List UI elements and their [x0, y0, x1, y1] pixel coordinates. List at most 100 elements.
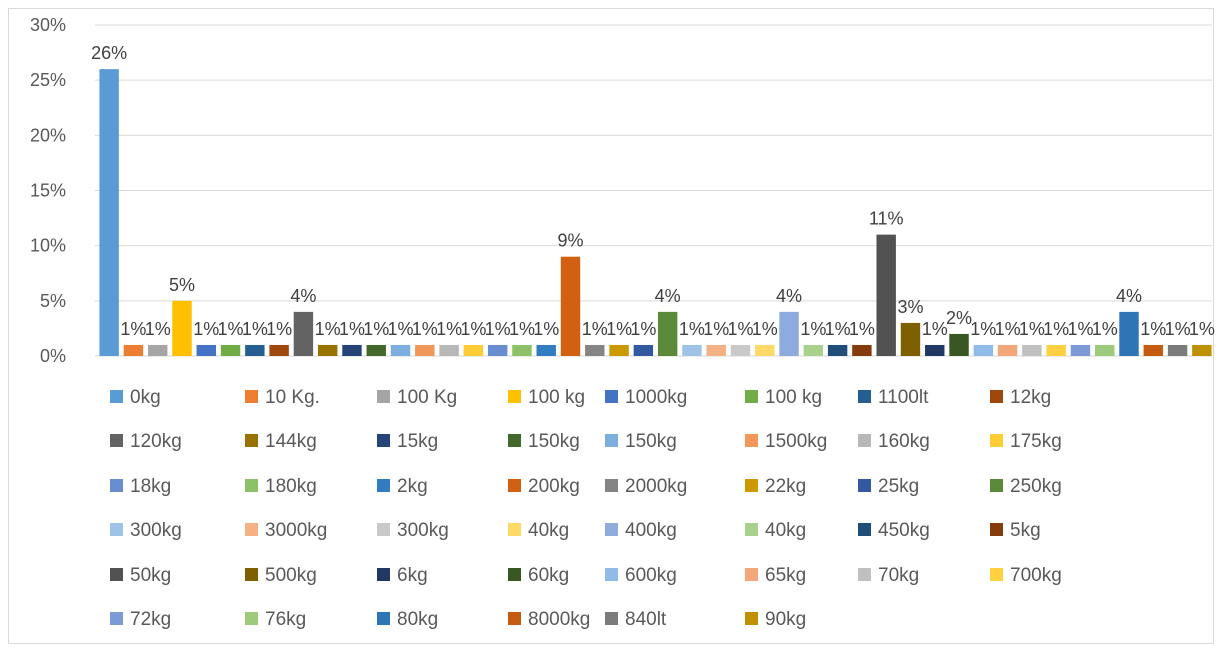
- legend-swatch: [110, 434, 123, 447]
- legend-item: 10 Kg.: [245, 387, 320, 408]
- legend-swatch: [245, 568, 258, 581]
- data-label: 5%: [169, 275, 195, 295]
- legend-swatch: [605, 479, 618, 492]
- legend-swatch: [605, 434, 618, 447]
- bar: [609, 344, 629, 356]
- data-label: 1%: [412, 319, 438, 339]
- y-tick-label: 10%: [30, 236, 66, 256]
- legend-label: 100 Kg: [397, 387, 457, 408]
- legend-label: 175kg: [1010, 431, 1062, 452]
- data-label: 1%: [800, 319, 826, 339]
- legend-label: 25kg: [878, 476, 919, 497]
- legend-label: 250kg: [1010, 476, 1062, 497]
- bar: [633, 344, 654, 356]
- legend-swatch: [245, 612, 258, 625]
- legend-label: 100 kg: [765, 387, 822, 408]
- data-label: 1%: [1019, 319, 1045, 339]
- legend-label: 2kg: [397, 476, 428, 497]
- legend-item: 90kg: [745, 609, 806, 630]
- legend-item: 250kg: [990, 476, 1062, 497]
- legend-swatch: [745, 434, 758, 447]
- y-tick-label: 5%: [40, 291, 66, 311]
- data-label: 1%: [703, 319, 729, 339]
- y-tick-label: 15%: [30, 181, 66, 201]
- data-label: 26%: [91, 43, 127, 63]
- data-label: 1%: [606, 319, 632, 339]
- data-label: 1%: [630, 319, 656, 339]
- legend-swatch: [745, 568, 758, 581]
- legend-swatch: [245, 479, 258, 492]
- legend-item: 18kg: [110, 476, 171, 497]
- legend-item: 50kg: [110, 565, 171, 586]
- legend-label: 450kg: [878, 520, 930, 541]
- data-label: 11%: [869, 209, 904, 229]
- data-label: 1%: [970, 319, 996, 339]
- legend-label: 5kg: [1010, 520, 1041, 541]
- legend-swatch: [508, 568, 521, 581]
- bar: [560, 256, 581, 356]
- legend-label: 76kg: [265, 609, 306, 630]
- legend-item: 2kg: [377, 476, 428, 497]
- bar: [293, 311, 314, 356]
- data-label: 1%: [1067, 319, 1093, 339]
- legend-item: 200kg: [508, 476, 580, 497]
- legend-label: 1500kg: [765, 431, 827, 452]
- bar: [366, 344, 386, 356]
- legend-swatch: [605, 523, 618, 536]
- legend-label: 150kg: [528, 431, 580, 452]
- bar: [123, 344, 144, 356]
- data-labels: 26%1%1%5%1%1%1%1%4%1%1%1%1%1%1%1%1%1%1%9…: [91, 43, 1215, 339]
- bar: [1192, 344, 1212, 356]
- bar: [925, 344, 945, 356]
- legend-swatch: [745, 523, 758, 536]
- legend-label: 300kg: [397, 520, 449, 541]
- data-label: 1%: [242, 319, 268, 339]
- legend-item: 100 kg: [508, 387, 585, 408]
- legend-item: 100 Kg: [377, 387, 457, 408]
- legend-item: 25kg: [858, 476, 919, 497]
- legend-label: 400kg: [625, 520, 677, 541]
- legend: 0kg 10 Kg. 100 Kg 100 kg 1000kg 100 kg 1100lt 1…: [110, 387, 1062, 630]
- bar: [949, 333, 969, 356]
- y-tick-label: 20%: [30, 125, 66, 145]
- legend-swatch: [858, 434, 871, 447]
- legend-item: 100 kg: [745, 387, 822, 408]
- bar: [317, 344, 338, 356]
- bar: [196, 344, 216, 356]
- legend-item: 300kg: [110, 520, 182, 541]
- data-label: 1%: [1140, 319, 1166, 339]
- legend-swatch: [377, 390, 390, 403]
- data-label: 4%: [776, 286, 802, 306]
- legend-swatch: [990, 390, 1003, 403]
- bar: [900, 322, 921, 356]
- legend-label: 10 Kg.: [265, 387, 320, 408]
- bar: [415, 344, 435, 356]
- data-label: 1%: [533, 319, 559, 339]
- legend-label: 90kg: [765, 609, 806, 630]
- data-label: 4%: [290, 286, 316, 306]
- legend-item: 160kg: [858, 431, 930, 452]
- legend-label: 1100lt: [878, 387, 929, 408]
- data-label: 1%: [145, 319, 171, 339]
- legend-swatch: [858, 479, 871, 492]
- legend-item: 700kg: [990, 565, 1062, 586]
- data-label: 1%: [485, 319, 511, 339]
- legend-item: 180kg: [245, 476, 317, 497]
- legend-swatch: [377, 568, 390, 581]
- legend-swatch: [110, 612, 123, 625]
- legend-item: 76kg: [245, 609, 306, 630]
- bar: [1046, 344, 1066, 356]
- legend-item: 300kg: [377, 520, 449, 541]
- bar: [973, 344, 994, 356]
- legend-swatch: [605, 568, 618, 581]
- bar: [876, 234, 896, 356]
- bar: [997, 344, 1018, 356]
- legend-label: 144kg: [265, 431, 317, 452]
- legend-item: 1100lt: [858, 387, 929, 408]
- legend-swatch: [745, 612, 758, 625]
- legend-label: 40kg: [765, 520, 806, 541]
- legend-swatch: [508, 434, 521, 447]
- legend-item: 72kg: [110, 609, 171, 630]
- data-label: 1%: [120, 319, 146, 339]
- data-label: 1%: [752, 319, 778, 339]
